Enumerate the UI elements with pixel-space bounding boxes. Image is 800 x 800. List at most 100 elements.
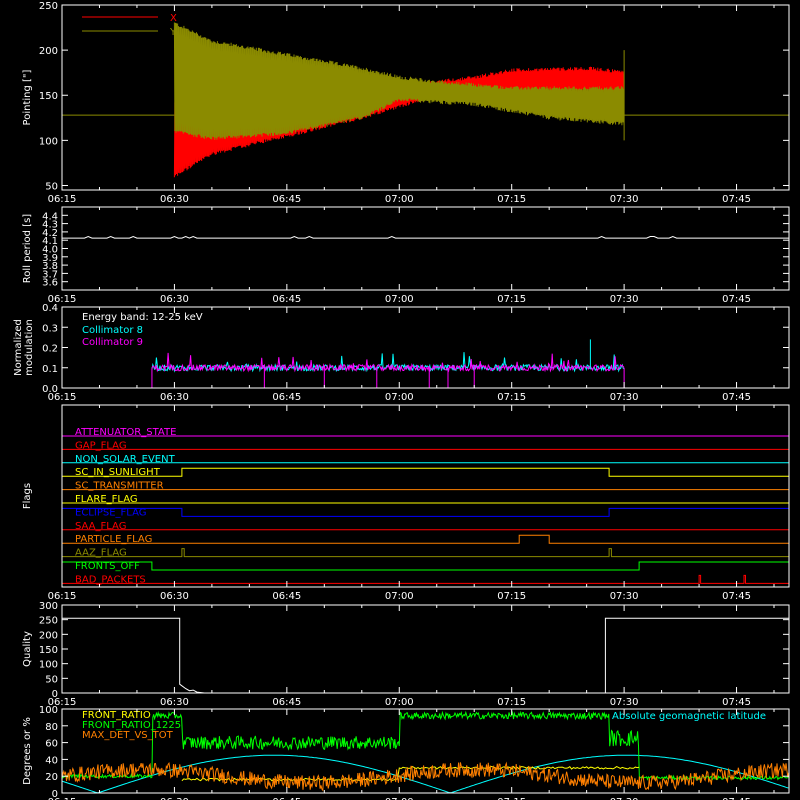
flag-label-sc-in-sunlight: SC_IN_SUNLIGHT bbox=[75, 467, 161, 478]
modulation-ylabel: Normalized bbox=[13, 319, 24, 376]
roll-xtick-label: 07:15 bbox=[497, 294, 526, 305]
flag-line-fronts-off bbox=[62, 561, 789, 571]
modulation-ytick-label: 0.3 bbox=[42, 323, 58, 334]
modulation-xtick-label: 06:45 bbox=[272, 392, 301, 403]
flags-xtick-label: 07:45 bbox=[722, 591, 751, 602]
pointing-xtick-label: 06:45 bbox=[272, 194, 301, 205]
series-y-line bbox=[173, 22, 625, 140]
roll-ytick-label: 3.8 bbox=[42, 261, 58, 272]
degrees-xtick-label: 06:45 bbox=[272, 797, 301, 800]
quality-xtick-label: 07:30 bbox=[610, 697, 639, 708]
chart-panels: Pointing ["] XY 06:15 06:30 06:45 07:00 07:15 0… bbox=[13, 1, 790, 800]
pointing-xtick-label: 06:30 bbox=[160, 194, 189, 205]
modulation-ytick-label: 0.0 bbox=[42, 384, 58, 395]
degrees-legend-front-ratio: FRONT_RATIO bbox=[82, 710, 151, 721]
latitude-line bbox=[61, 754, 789, 794]
pointing-ytick-label: 50 bbox=[45, 181, 58, 192]
flags-ylabel-group: Flags bbox=[22, 483, 33, 509]
flags-xtick-label: 06:30 bbox=[160, 591, 189, 602]
flag-line-eclipse-flag bbox=[62, 507, 789, 517]
legend-label-x: X bbox=[170, 13, 177, 24]
flag-label-non-solar-event: NON_SOLAR_EVENT bbox=[75, 454, 176, 465]
quality-ytick-label: 150 bbox=[39, 645, 58, 656]
flag-label-fronts-off: FRONTS_OFF bbox=[75, 561, 140, 572]
roll-ytick-label: 3.9 bbox=[42, 253, 58, 264]
roll-period-line bbox=[62, 235, 789, 239]
roll-ylabel-group: Roll period [s] bbox=[22, 214, 33, 283]
quality-xtick-label: 06:30 bbox=[160, 697, 189, 708]
pointing-xtick-label: 07:45 bbox=[722, 194, 751, 205]
roll-xtick-label: 07:00 bbox=[385, 294, 414, 305]
modulation-xtick-label: 06:30 bbox=[160, 392, 189, 403]
flag-label-sc-transmitter: SC_TRANSMITTER bbox=[75, 481, 164, 492]
quality-ylabel-group: Quality bbox=[22, 631, 33, 667]
roll-ytick-label: 4.1 bbox=[42, 236, 58, 247]
pointing-ytick-label: 150 bbox=[39, 91, 58, 102]
quality-ytick-label: 50 bbox=[45, 674, 58, 685]
pointing-xtick-label: 07:30 bbox=[610, 194, 639, 205]
degrees-ytick-label: 60 bbox=[45, 739, 58, 750]
flags-xtick-label: 07:00 bbox=[385, 591, 414, 602]
modulation-ytick-label: 0.1 bbox=[42, 364, 58, 375]
degrees-ylabel: Degrees or % bbox=[22, 717, 33, 785]
modulation-legend-9: Collimator 9 bbox=[82, 337, 143, 348]
flag-line-sc-in-sunlight bbox=[62, 467, 789, 477]
flags-xtick-label: 07:15 bbox=[497, 591, 526, 602]
flags-xtick-label: 07:30 bbox=[610, 591, 639, 602]
roll-xtick-label: 06:45 bbox=[272, 294, 301, 305]
degrees-ylabel-group: Degrees or % bbox=[22, 717, 33, 785]
roll-xtick-label: 06:15 bbox=[48, 294, 77, 305]
flag-label-bad-packets: BAD_PACKETS bbox=[75, 574, 146, 585]
quality-ytick-label: 200 bbox=[39, 630, 58, 641]
quality-xtick-label: 06:15 bbox=[48, 697, 77, 708]
flag-label-aaz-flag: AAZ_FLAG bbox=[75, 548, 127, 559]
pointing-xtick-label: 06:15 bbox=[48, 194, 77, 205]
flags-xtick-label: 06:45 bbox=[272, 591, 301, 602]
legend-label-y: Y bbox=[169, 27, 177, 38]
degrees-ytick-label: 40 bbox=[45, 755, 58, 766]
modulation-xtick-label: 07:45 bbox=[722, 392, 751, 403]
degrees-xtick-label: 07:45 bbox=[722, 797, 751, 800]
roll-xtick-label: 07:30 bbox=[610, 294, 639, 305]
flag-line-aaz-flag bbox=[62, 548, 789, 558]
degrees-xtick-label: 07:15 bbox=[497, 797, 526, 800]
modulation-xtick-label: 07:00 bbox=[385, 392, 414, 403]
quality-ytick-label: 250 bbox=[39, 616, 58, 627]
flag-label-gap-flag: GAP_FLAG bbox=[75, 440, 127, 451]
flag-label-saa-flag: SAA_FLAG bbox=[75, 521, 126, 532]
quality-ytick-label: 100 bbox=[39, 660, 58, 671]
pointing-ytick-label: 200 bbox=[39, 46, 58, 57]
flags-ylabel: Flags bbox=[22, 483, 33, 509]
quality-ytick-label: 300 bbox=[39, 601, 58, 612]
pointing-ylabel: Pointing ["] bbox=[22, 69, 33, 125]
quality-xtick-label: 07:45 bbox=[722, 697, 751, 708]
quality-xtick-label: 06:45 bbox=[272, 697, 301, 708]
degrees-legend-latitude: Absolute geomagnetic latitude bbox=[612, 711, 766, 722]
roll-xtick-label: 07:45 bbox=[722, 294, 751, 305]
roll-xtick-label: 06:30 bbox=[160, 294, 189, 305]
quality-ytick-label: 0 bbox=[52, 689, 58, 700]
quality-xtick-label: 07:15 bbox=[497, 697, 526, 708]
max-det-vs-tot-line bbox=[61, 761, 790, 792]
degrees-axes-box bbox=[61, 708, 790, 794]
flag-label-particle-flag: PARTICLE_FLAG bbox=[75, 534, 152, 545]
quality-line bbox=[62, 617, 789, 694]
roll-ylabel: Roll period [s] bbox=[22, 214, 33, 283]
roll-ytick-label: 3.7 bbox=[42, 269, 58, 280]
flag-label-flare-flag: FLARE_FLAG bbox=[75, 494, 138, 505]
flag-line-bad-packets bbox=[62, 574, 789, 584]
pointing-ytick-label: 250 bbox=[39, 1, 58, 12]
degrees-ytick-label: 20 bbox=[45, 772, 58, 783]
modulation-series-9 bbox=[151, 352, 625, 373]
pointing-xtick-label: 07:15 bbox=[497, 194, 526, 205]
modulation-legend-8: Collimator 8 bbox=[82, 325, 143, 336]
flags-xtick-label: 06:15 bbox=[48, 591, 77, 602]
roll-ytick-label: 4.4 bbox=[42, 211, 58, 222]
modulation-ylabel-group: Normalized modulation bbox=[13, 319, 35, 376]
modulation-xtick-label: 07:15 bbox=[497, 392, 526, 403]
degrees-legend-max-det-vs-tot: MAX_DET_VS_TOT bbox=[82, 730, 174, 741]
modulation-xtick-label: 07:30 bbox=[610, 392, 639, 403]
roll-ytick-label: 4.0 bbox=[42, 245, 58, 256]
modulation-ytick-label: 0.4 bbox=[42, 303, 58, 314]
